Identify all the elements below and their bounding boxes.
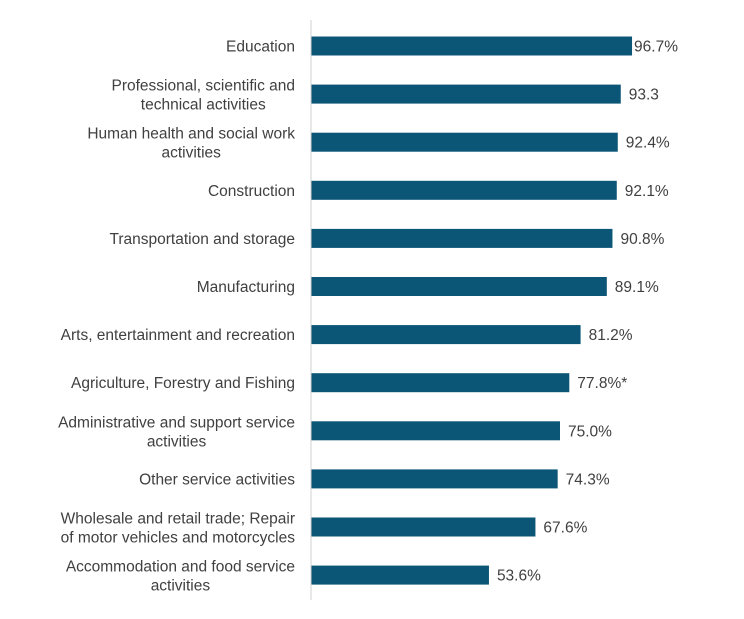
- data-label: 93.3: [629, 87, 659, 104]
- data-label: 81.2%: [589, 327, 633, 344]
- data-label: 90.8%: [620, 231, 664, 248]
- category-label: Education: [226, 39, 295, 56]
- bar: [311, 421, 560, 441]
- category-label: Wholesale and retail trade; Repair: [61, 511, 295, 528]
- category-label: technical activities: [141, 97, 266, 114]
- data-label: 75.0%: [568, 423, 612, 440]
- data-label: 92.1%: [625, 183, 669, 200]
- data-label: 92.4%: [626, 135, 670, 152]
- category-label: Human health and social work: [87, 126, 295, 143]
- bar: [311, 517, 536, 537]
- category-label: Professional, scientific and: [111, 78, 295, 95]
- data-label: 77.8%*: [577, 375, 627, 392]
- data-label: 74.3%: [566, 471, 610, 488]
- bar: [311, 325, 581, 345]
- category-label: Other service activities: [139, 471, 295, 488]
- category-label: Manufacturing: [197, 279, 295, 296]
- bar: [311, 277, 607, 296]
- category-label: Agriculture, Forestry and Fishing: [71, 375, 295, 392]
- data-label: 96.7%: [634, 39, 678, 56]
- bar: [311, 132, 618, 152]
- category-label: Transportation and storage: [109, 231, 295, 248]
- category-label: Construction: [208, 183, 295, 200]
- category-label: Arts, entertainment and recreation: [61, 327, 295, 344]
- category-label: activities: [161, 145, 221, 162]
- bar: [311, 565, 489, 585]
- category-label: Administrative and support service: [58, 414, 295, 431]
- category-label: Accommodation and food service: [66, 559, 295, 576]
- bar: [311, 373, 570, 393]
- category-label: activities: [151, 578, 211, 595]
- bar: [311, 180, 617, 200]
- data-label: 67.6%: [543, 520, 587, 537]
- bar: [311, 84, 621, 104]
- category-label: activities: [147, 433, 207, 450]
- bar: [311, 228, 613, 248]
- bar: [311, 36, 633, 56]
- data-label: 89.1%: [615, 279, 659, 296]
- data-label: 53.6%: [497, 568, 541, 585]
- category-label: of motor vehicles and motorcycles: [61, 530, 296, 547]
- bar: [311, 469, 558, 489]
